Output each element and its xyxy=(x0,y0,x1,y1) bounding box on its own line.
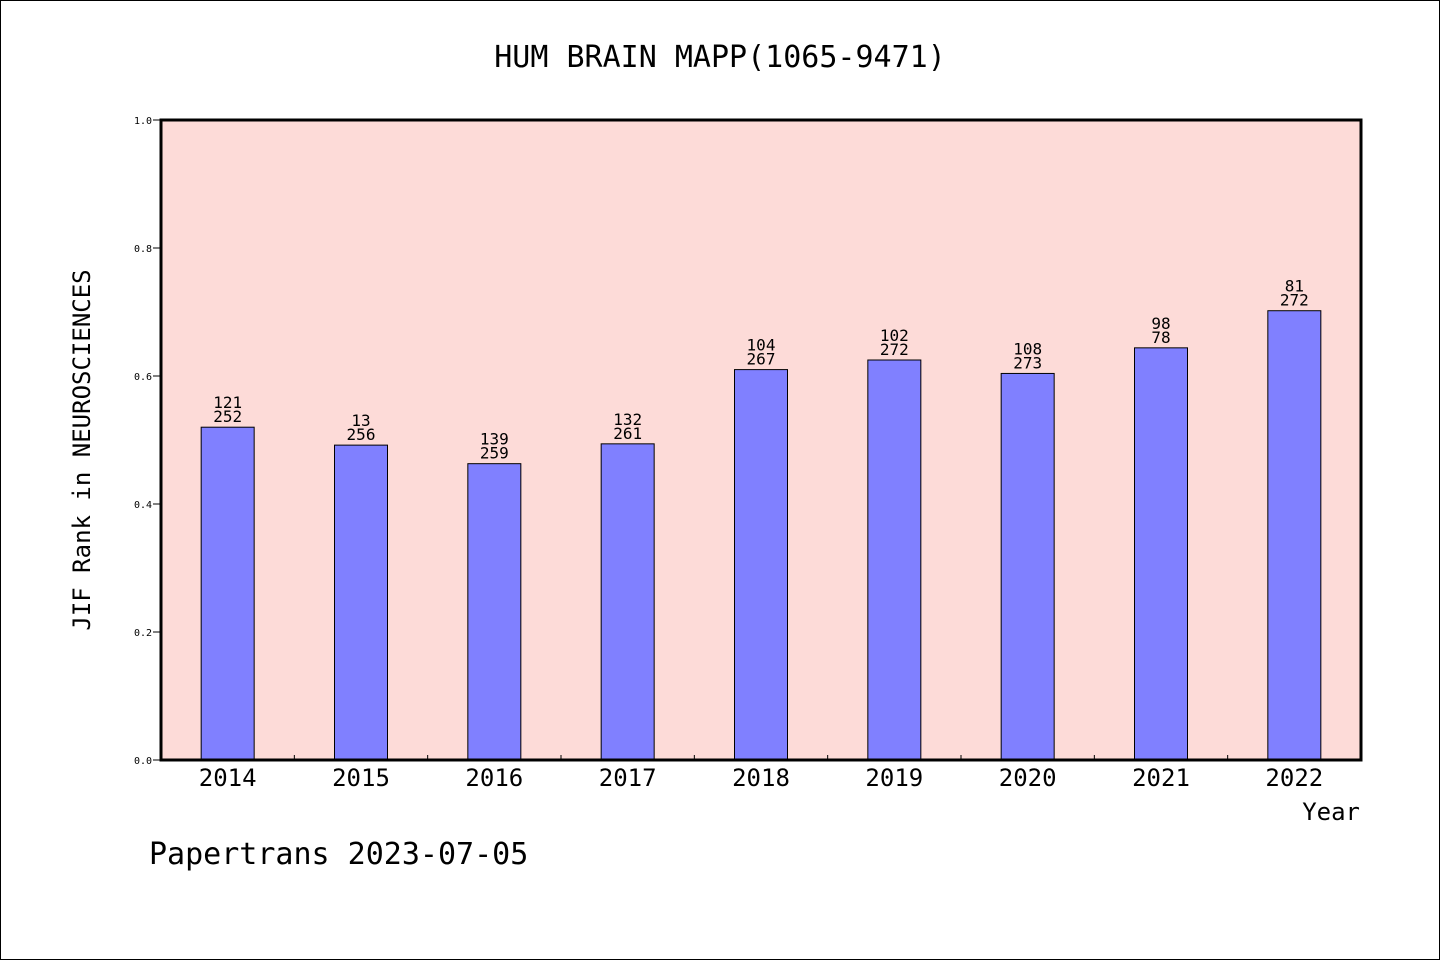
x-tick-label: 2014 xyxy=(199,764,257,792)
y-tick-label: 1.0 xyxy=(134,116,152,127)
y-tick-label: 0.4 xyxy=(134,500,152,511)
bar xyxy=(200,426,255,761)
bar-total-label: 261 xyxy=(613,424,642,443)
bar xyxy=(1267,310,1322,761)
bar-rank-label: 81 xyxy=(1285,277,1304,296)
bar xyxy=(1134,347,1188,761)
bar xyxy=(1000,372,1055,761)
bar xyxy=(467,463,522,761)
bar-rank-label: 139 xyxy=(480,430,509,449)
bar xyxy=(334,444,388,761)
x-axis-label: Year xyxy=(1302,798,1360,826)
bar-rank-label: 104 xyxy=(747,336,776,355)
bar-rank-label: 132 xyxy=(613,410,642,429)
bar-total-label: 272 xyxy=(1280,291,1309,310)
y-tick-label: 0.6 xyxy=(134,372,152,383)
y-axis-label: JIF Rank in NEUROSCIENCES xyxy=(68,269,96,630)
footer-credit: Papertrans 2023-07-05 xyxy=(149,837,528,872)
bar-total-label: 272 xyxy=(880,340,909,359)
bar-total-label: 252 xyxy=(213,407,242,426)
x-tick-label: 2019 xyxy=(865,764,923,792)
x-tick-label: 2015 xyxy=(332,764,390,792)
bar-rank-label: 108 xyxy=(1013,339,1042,358)
bar-rank-label: 102 xyxy=(880,326,909,345)
x-tick-label: 2021 xyxy=(1132,764,1190,792)
x-tick-label: 2022 xyxy=(1265,764,1323,792)
chart-title: HUM BRAIN MAPP(1065-9471) xyxy=(494,40,946,75)
bar xyxy=(600,443,655,761)
x-tick-label: 2020 xyxy=(999,764,1057,792)
plot-frame xyxy=(159,118,1363,762)
bar-total-label: 256 xyxy=(347,425,376,444)
y-tick-label: 0.0 xyxy=(134,756,152,767)
bar xyxy=(867,359,922,761)
x-tick-label: 2017 xyxy=(599,764,657,792)
y-tick-label: 0.2 xyxy=(134,628,152,639)
bar-rank-label: 121 xyxy=(213,393,242,412)
bar-rank-label: 13 xyxy=(351,411,370,430)
bar-total-label: 259 xyxy=(480,444,509,463)
y-tick-label: 0.8 xyxy=(134,244,152,255)
bar xyxy=(734,369,788,761)
bar-rank-label: 98 xyxy=(1151,314,1170,333)
bar-total-label: 273 xyxy=(1013,353,1042,372)
bar-total-label: 267 xyxy=(747,350,776,369)
x-tick-label: 2016 xyxy=(465,764,523,792)
bar-total-label: 78 xyxy=(1151,328,1170,347)
x-tick-label: 2018 xyxy=(732,764,790,792)
